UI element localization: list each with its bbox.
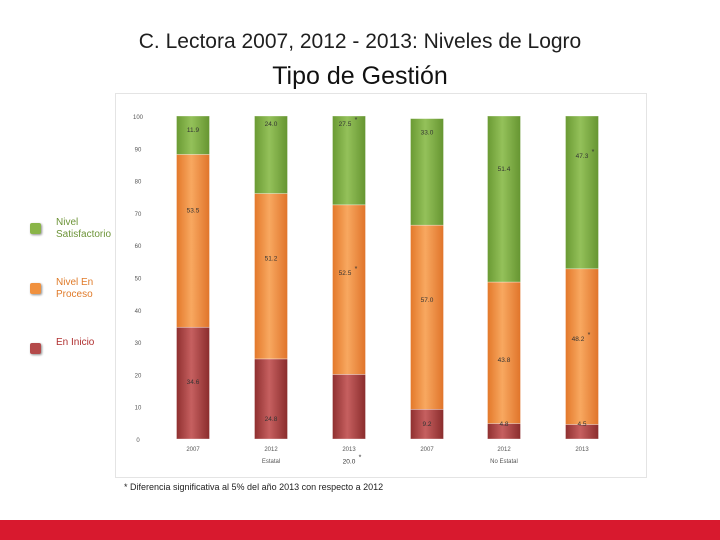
data-label: 34.6 [187, 379, 200, 386]
y-tick-label: 30 [135, 341, 142, 347]
bar-segment-nivel-en-proceso [254, 193, 288, 360]
y-tick-label: 100 [133, 115, 144, 121]
x-tick-label: 2012 [497, 447, 511, 453]
y-tick-label: 50 [135, 277, 142, 283]
legend-item-en-proceso: Nivel En Proceso [30, 275, 130, 335]
data-label: 53.5 [187, 207, 200, 214]
legend-swatch-en-proceso [30, 283, 41, 294]
bar-segment-nivel-satisfactorio [410, 118, 444, 226]
legend-swatch-satisfactorio [30, 223, 41, 234]
bar-segment-nivel-satisfactorio [487, 115, 521, 283]
significance-marker: * [355, 266, 358, 273]
significance-marker: * [355, 117, 358, 124]
legend-swatch-en-inicio [30, 343, 41, 354]
y-tick-label: 40 [135, 309, 142, 315]
y-tick-label: 80 [135, 180, 142, 186]
x-tick-label: 2012 [264, 447, 278, 453]
data-label: 4.5 [577, 421, 586, 428]
data-label: 52.5 [339, 270, 352, 277]
bar-segment-nivel-en-proceso [487, 281, 521, 424]
chart-footnote: * Diferencia significativa al 5% del año… [124, 482, 384, 492]
bar-segment-nivel-satisfactorio [254, 115, 288, 194]
legend-item-satisfactorio: Nivel Satisfactorio [30, 215, 130, 275]
y-tick-label: 20 [135, 373, 142, 379]
legend-label-en-proceso: Nivel En Proceso [56, 277, 94, 300]
significance-marker: * [359, 454, 362, 461]
data-label: 20.0 [343, 458, 356, 465]
data-label: 11.9 [187, 127, 200, 134]
data-label: 27.5 [339, 121, 352, 128]
chart-frame: 0 10 20 30 40 50 60 70 80 90 100 2007 2012 2013 2007 20… [115, 93, 647, 478]
data-label: 33.0 [421, 130, 434, 137]
data-label: 43.8 [498, 357, 511, 364]
significance-marker: * [592, 149, 595, 156]
bar-segment-nivel-satisfactorio [565, 115, 599, 270]
x-group-label: Estatal [262, 459, 280, 465]
bottom-accent-bar [0, 520, 720, 540]
bar-segment-en-inicio [332, 374, 366, 440]
data-label: 51.2 [265, 256, 278, 263]
bar-segment-nivel-satisfactorio [332, 115, 366, 206]
chart-legend: Nivel Satisfactorio Nivel En Proceso En … [30, 215, 130, 395]
y-tick-label: 10 [135, 406, 142, 412]
bar-segment-nivel-en-proceso [565, 268, 599, 425]
data-label: 51.4 [498, 166, 511, 173]
bar-segment-nivel-en-proceso [332, 204, 366, 375]
y-tick-label: 90 [135, 147, 142, 153]
data-label: 24.0 [265, 121, 278, 128]
x-tick-label: 2013 [575, 447, 589, 453]
bar-segment-en-inicio [254, 358, 288, 440]
data-label: 47.3 [576, 153, 589, 160]
bar-segment-nivel-en-proceso [410, 224, 444, 410]
bar-segment-nivel-en-proceso [176, 154, 210, 328]
data-label: 24.8 [265, 416, 278, 423]
legend-label-satisfactorio: Nivel Satisfactorio [56, 217, 112, 240]
bar-segment-en-inicio [410, 408, 444, 440]
significance-marker: * [588, 332, 591, 339]
y-tick-label: 0 [136, 438, 140, 444]
x-group-label: No Estatal [490, 459, 518, 465]
bar-segment-en-inicio [176, 326, 210, 440]
stacked-bar-chart: 0 10 20 30 40 50 60 70 80 90 100 2007 2012 2013 2007 20… [133, 115, 599, 465]
data-label: 48.2 [572, 336, 585, 343]
y-tick-label: 70 [135, 212, 142, 218]
legend-item-en-inicio: En Inicio [30, 335, 130, 395]
x-tick-label: 2007 [186, 447, 200, 453]
data-label: 4.8 [499, 421, 508, 428]
data-label: 9.2 [422, 421, 431, 428]
page-subtitle: Tipo de Gestión [272, 62, 448, 90]
data-label: 57.0 [421, 297, 434, 304]
x-tick-label: 2013 [342, 447, 356, 453]
legend-label-en-inicio: En Inicio [56, 337, 95, 348]
y-tick-label: 60 [135, 244, 142, 250]
page-title: C. Lectora 2007, 2012 - 2013: Niveles de… [138, 30, 582, 53]
x-tick-label: 2007 [420, 447, 434, 453]
bar-segment-nivel-satisfactorio [176, 115, 210, 155]
